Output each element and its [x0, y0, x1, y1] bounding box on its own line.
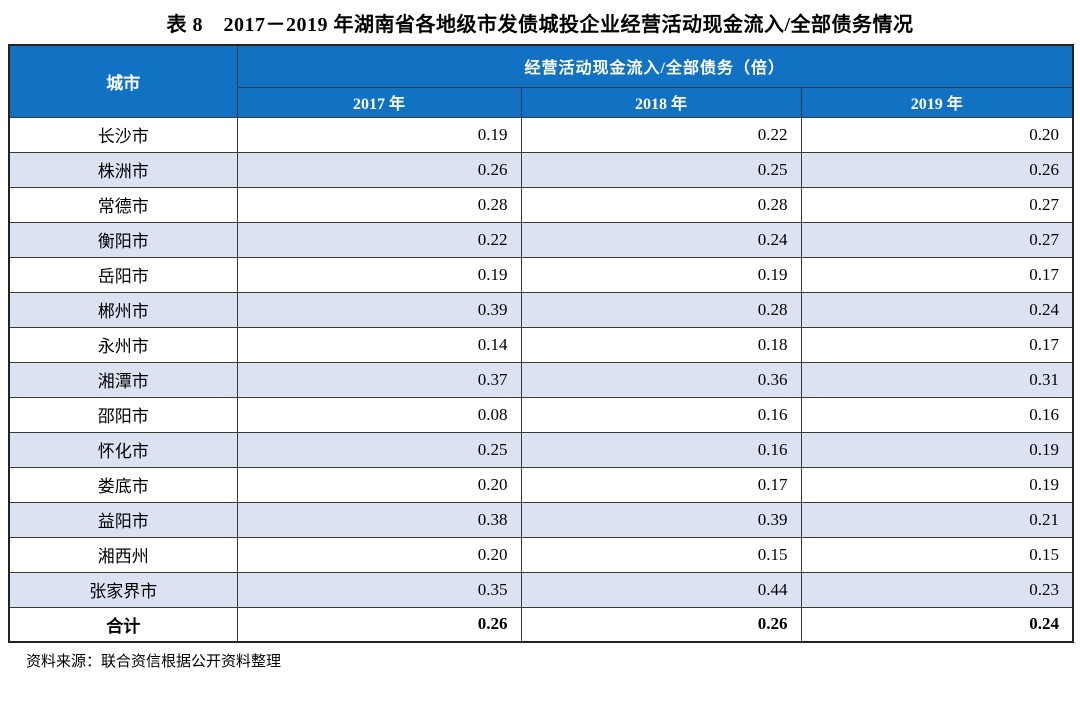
value-2019-cell: 0.16: [800, 396, 1074, 433]
table-row: 娄底市 0.20 0.17 0.19: [8, 466, 1074, 503]
value-2019-cell: 0.19: [800, 466, 1074, 503]
table-row: 益阳市 0.38 0.39 0.21: [8, 501, 1074, 538]
value-2017-cell: 0.39: [236, 291, 522, 328]
table-row: 张家界市 0.35 0.44 0.23: [8, 571, 1074, 608]
value-2017-cell: 0.25: [236, 431, 522, 468]
city-cell: 岳阳市: [8, 256, 238, 293]
value-2017-cell: 0.19: [236, 256, 522, 293]
value-2017-cell: 0.26: [236, 151, 522, 188]
value-2018-cell: 0.18: [520, 326, 802, 363]
value-2019-cell: 0.27: [800, 186, 1074, 223]
column-header-city: 城市: [8, 44, 238, 118]
city-cell: 张家界市: [8, 571, 238, 608]
column-header-2018: 2018 年: [520, 86, 802, 118]
value-2018-cell: 0.39: [520, 501, 802, 538]
city-cell: 郴州市: [8, 291, 238, 328]
value-2019-cell: 0.24: [800, 291, 1074, 328]
value-2019-cell: 0.17: [800, 326, 1074, 363]
column-header-2019: 2019 年: [800, 86, 1074, 118]
value-2019-cell: 0.17: [800, 256, 1074, 293]
column-group-header: 经营活动现金流入/全部债务（倍）: [236, 44, 1074, 88]
source-note: 资料来源：联合资信根据公开资料整理: [26, 654, 282, 670]
city-cell: 长沙市: [8, 116, 238, 153]
value-2017-cell: 0.20: [236, 536, 522, 573]
city-cell: 湘西州: [8, 536, 238, 573]
table-row: 湘潭市 0.37 0.36 0.31: [8, 361, 1074, 398]
value-2018-cell: 0.16: [520, 396, 802, 433]
city-cell: 湘潭市: [8, 361, 238, 398]
value-2017-cell: 0.35: [236, 571, 522, 608]
city-cell: 永州市: [8, 326, 238, 363]
value-2019-cell: 0.21: [800, 501, 1074, 538]
value-2017-cell: 0.22: [236, 221, 522, 258]
value-2019-cell: 0.23: [800, 571, 1074, 608]
column-header-2017: 2017 年: [236, 86, 522, 118]
value-2017-cell: 0.38: [236, 501, 522, 538]
table-row: 常德市 0.28 0.28 0.27: [8, 186, 1074, 223]
value-2017-cell: 0.20: [236, 466, 522, 503]
value-2018-cell: 0.25: [520, 151, 802, 188]
table-body: 长沙市 0.19 0.22 0.20 株洲市 0.26 0.25 0.26 常德…: [8, 116, 1074, 643]
table-row: 长沙市 0.19 0.22 0.20: [8, 116, 1074, 153]
city-cell: 衡阳市: [8, 221, 238, 258]
city-cell: 合计: [8, 606, 238, 643]
value-2017-cell: 0.08: [236, 396, 522, 433]
city-cell: 株洲市: [8, 151, 238, 188]
table-row: 郴州市 0.39 0.28 0.24: [8, 291, 1074, 328]
cash-inflow-to-debt-table: 城市 经营活动现金流入/全部债务（倍） 2017 年 2018 年 2019 年…: [8, 44, 1074, 643]
table-header: 城市 经营活动现金流入/全部债务（倍） 2017 年 2018 年 2019 年: [8, 44, 1074, 118]
value-2019-cell: 0.19: [800, 431, 1074, 468]
value-2019-cell: 0.20: [800, 116, 1074, 153]
value-2018-cell: 0.36: [520, 361, 802, 398]
table-row: 怀化市 0.25 0.16 0.19: [8, 431, 1074, 468]
value-2018-cell: 0.28: [520, 291, 802, 328]
value-2018-cell: 0.26: [520, 606, 802, 643]
value-2019-cell: 0.15: [800, 536, 1074, 573]
value-2019-cell: 0.26: [800, 151, 1074, 188]
value-2018-cell: 0.19: [520, 256, 802, 293]
city-cell: 邵阳市: [8, 396, 238, 433]
value-2018-cell: 0.28: [520, 186, 802, 223]
value-2018-cell: 0.22: [520, 116, 802, 153]
city-cell: 常德市: [8, 186, 238, 223]
table-row: 株洲市 0.26 0.25 0.26: [8, 151, 1074, 188]
table-row: 邵阳市 0.08 0.16 0.16: [8, 396, 1074, 433]
table-row: 永州市 0.14 0.18 0.17: [8, 326, 1074, 363]
value-2017-cell: 0.28: [236, 186, 522, 223]
value-2018-cell: 0.15: [520, 536, 802, 573]
table-row-total: 合计 0.26 0.26 0.24: [8, 606, 1074, 643]
table-row: 岳阳市 0.19 0.19 0.17: [8, 256, 1074, 293]
value-2018-cell: 0.24: [520, 221, 802, 258]
table-title: 表 8 2017－2019 年湖南省各地级市发债城投企业经营活动现金流入/全部债…: [166, 14, 914, 36]
value-2018-cell: 0.17: [520, 466, 802, 503]
value-2018-cell: 0.16: [520, 431, 802, 468]
table-row: 湘西州 0.20 0.15 0.15: [8, 536, 1074, 573]
value-2019-cell: 0.31: [800, 361, 1074, 398]
city-cell: 娄底市: [8, 466, 238, 503]
value-2017-cell: 0.26: [236, 606, 522, 643]
city-cell: 益阳市: [8, 501, 238, 538]
value-2019-cell: 0.27: [800, 221, 1074, 258]
value-2019-cell: 0.24: [800, 606, 1074, 643]
value-2017-cell: 0.14: [236, 326, 522, 363]
value-2018-cell: 0.44: [520, 571, 802, 608]
value-2017-cell: 0.37: [236, 361, 522, 398]
city-cell: 怀化市: [8, 431, 238, 468]
value-2017-cell: 0.19: [236, 116, 522, 153]
table-row: 衡阳市 0.22 0.24 0.27: [8, 221, 1074, 258]
